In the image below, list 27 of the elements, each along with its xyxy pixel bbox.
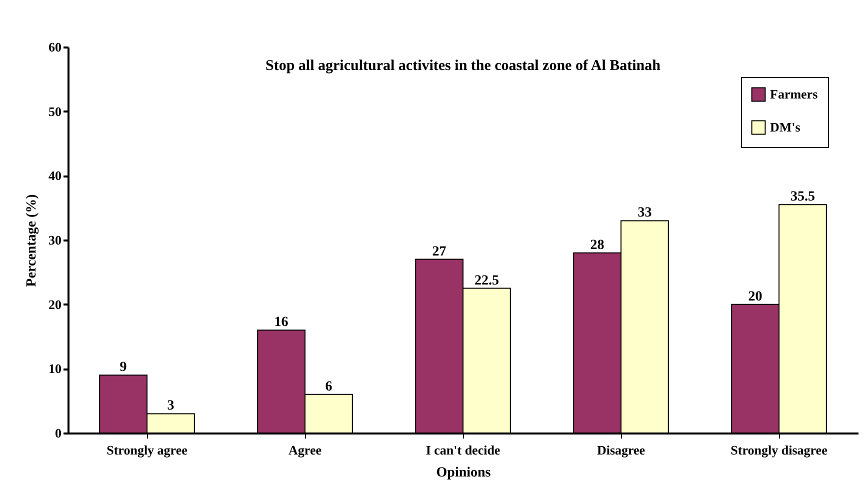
y-tick-label: 0 [55,426,62,440]
data-label: 35.5 [790,190,815,205]
legend-label: DM's [770,120,800,134]
x-tick-label: I can't decide [426,442,500,458]
x-axis-title: Opinions [436,466,492,480]
data-label: 3 [167,398,174,414]
text: Stop all agricultural activites in the coastal zone of Al Batinah [266,58,662,74]
data-label: 33 [638,206,652,221]
data-label: 9 [120,360,127,376]
y-tick-label: 40 [48,168,62,184]
data-label: 6 [325,379,332,394]
data-label: 16 [274,315,288,330]
x-tick-label: Agree [288,442,322,458]
x-tick-label: Strongly disagree [730,442,828,458]
legend-label: Farmers [770,86,818,102]
data-label: 28 [590,238,604,253]
y-tick-label: 60 [48,40,62,54]
y-axis-title: Percentage (%) [24,194,40,287]
y-tick-label: 50 [48,104,62,119]
x-tick-label: Disagree [596,442,646,458]
y-tick-label: 10 [48,361,62,376]
y-tick-label: 30 [48,232,62,248]
x-tick-label: Strongly agree [106,442,188,458]
data-label: 27 [432,244,446,260]
data-label: 22.5 [474,273,499,288]
y-tick-label: 20 [48,296,62,312]
data-label: 20 [748,289,762,304]
